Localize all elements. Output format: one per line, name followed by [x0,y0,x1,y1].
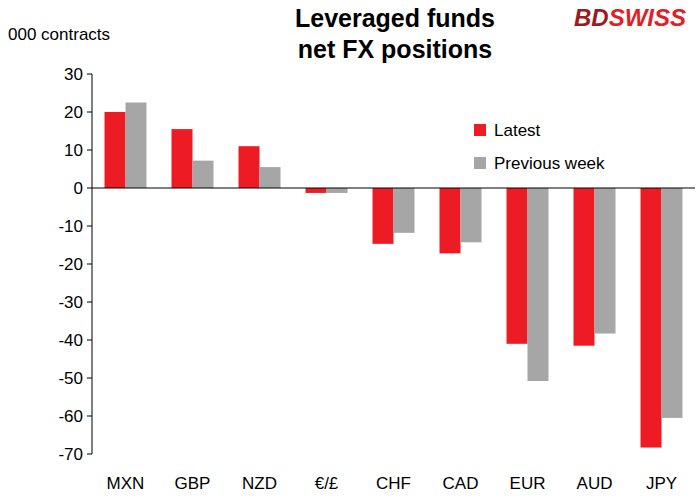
y-tick [87,416,92,417]
title-line: net FX positions [298,35,492,63]
x-tick-label: EUR [510,474,546,493]
bar [105,112,126,188]
x-tick-label: CHF [376,474,411,493]
x-tick-label: €/£ [315,474,339,493]
bar [373,188,394,244]
x-tick-label: NZD [242,474,277,493]
logo-text: BDSWISS [574,4,686,31]
chart: Leveraged funds net FX positions 000 contr… [0,0,700,499]
bars [105,103,683,448]
x-tick-label: CAD [443,474,479,493]
bar [574,188,595,346]
y-tick-label: -50 [58,369,83,388]
bar [595,188,616,334]
logo-part: SWISS [609,4,686,31]
logo-part: BD [574,4,609,31]
bar [440,188,461,253]
y-tick [87,302,92,303]
legend-swatch [474,157,486,169]
bar [662,188,683,418]
bar [641,188,662,448]
legend-label: Latest [494,121,541,140]
y-tick [87,74,92,75]
background [0,0,700,499]
y-tick-label: -20 [58,255,83,274]
legend-label: Previous week [494,154,605,173]
title-line: Leveraged funds [295,4,495,32]
x-axis [92,188,695,189]
y-tick-label: -60 [58,407,83,426]
y-tick [87,264,92,265]
y-tick [87,226,92,227]
y-tick [87,112,92,113]
title: Leveraged funds net FX positions [295,4,495,63]
x-tick-label: MXN [107,474,145,493]
y-tick [87,188,92,189]
y-tick-label: -10 [58,217,83,236]
bar [193,161,214,188]
y-tick-label: -70 [58,445,83,464]
x-tick-label: AUD [577,474,613,493]
bar [461,188,482,242]
bar [394,188,415,233]
bar [239,146,260,188]
bar [507,188,528,344]
x-tick-label: GBP [175,474,211,493]
x-tick-label: JPY [646,474,677,493]
bar [327,188,348,193]
y-tick-label: 20 [64,103,83,122]
y-axis-label: 000 contracts [8,25,110,44]
bar [260,167,281,188]
y-tick-label: 30 [64,65,83,84]
y-tick [87,150,92,151]
bar [172,129,193,188]
bar [126,103,147,189]
bar [528,188,549,381]
y-tick-label: -40 [58,331,83,350]
y-tick [87,378,92,379]
y-tick-label: -30 [58,293,83,312]
legend-swatch [474,124,486,136]
y-tick [87,340,92,341]
y-tick-label: 10 [64,141,83,160]
y-tick-label: 0 [74,179,83,198]
bar [306,188,327,193]
y-tick [87,454,92,455]
